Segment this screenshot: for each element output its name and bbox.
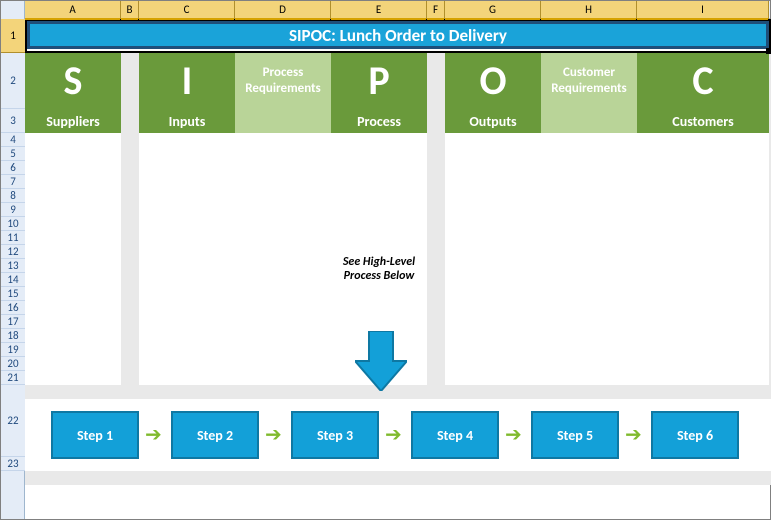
sipoc-label-blank-5 [541, 109, 637, 133]
row-header-16[interactable]: 16 [1, 301, 25, 315]
row-header-14[interactable]: 14 [1, 273, 25, 287]
row-header-8[interactable]: 8 [1, 189, 25, 203]
row-header-12[interactable]: 12 [1, 245, 25, 259]
row-header-3[interactable]: 3 [1, 109, 25, 133]
row-header-18[interactable]: 18 [1, 329, 25, 343]
row-header-2[interactable]: 2 [1, 53, 25, 109]
row-header-20[interactable]: 20 [1, 357, 25, 371]
sipoc-req-2: ProcessRequirements [235, 53, 331, 109]
spreadsheet-viewport: ABCDEFGHI 123456789101112131415161718192… [0, 0, 771, 520]
sipoc-letter-C: C [637, 53, 769, 109]
row-header-11[interactable]: 11 [1, 231, 25, 245]
row-header-4[interactable]: 4 [1, 133, 25, 147]
process-step-3: Step 3 [291, 411, 379, 459]
sipoc-label-customers: Customers [637, 109, 769, 133]
step-arrow-icon: ➔ [145, 425, 162, 445]
body-column-4 [445, 133, 541, 385]
row-header-5[interactable]: 5 [1, 147, 25, 161]
sipoc-letter-O: O [445, 53, 541, 109]
row-header-23[interactable]: 23 [1, 457, 25, 471]
row-header-10[interactable]: 10 [1, 217, 25, 231]
select-all-corner[interactable] [1, 1, 25, 19]
sipoc-req-5: CustomerRequirements [541, 53, 637, 109]
sipoc-label-outputs: Outputs [445, 109, 541, 133]
title-text: SIPOC: Lunch Order to Delivery [289, 25, 507, 46]
process-step-4: Step 4 [411, 411, 499, 459]
step-arrow-icon: ➔ [625, 425, 642, 445]
column-header-D[interactable]: D [235, 1, 331, 19]
row-header-6[interactable]: 6 [1, 161, 25, 175]
sipoc-label-process: Process [331, 109, 427, 133]
column-header-I[interactable]: I [637, 1, 769, 19]
row-header-17[interactable]: 17 [1, 315, 25, 329]
sipoc-label-blank-2 [235, 109, 331, 133]
column-header-C[interactable]: C [139, 1, 235, 19]
column-header-H[interactable]: H [541, 1, 637, 19]
row-header-9[interactable]: 9 [1, 203, 25, 217]
process-note: See High-Level Process Below [331, 255, 427, 283]
row-header-19[interactable]: 19 [1, 343, 25, 357]
row-header-22[interactable]: 22 [1, 385, 25, 457]
step-arrow-icon: ➔ [265, 425, 282, 445]
step-arrow-icon: ➔ [385, 425, 402, 445]
sipoc-label-inputs: Inputs [139, 109, 235, 133]
row-header-7[interactable]: 7 [1, 175, 25, 189]
process-step-1: Step 1 [51, 411, 139, 459]
column-header-F[interactable]: F [427, 1, 445, 19]
row-header-13[interactable]: 13 [1, 259, 25, 273]
column-header-B[interactable]: B [121, 1, 139, 19]
body-column-6 [637, 133, 769, 385]
row-header-15[interactable]: 15 [1, 287, 25, 301]
step-arrow-icon: ➔ [505, 425, 522, 445]
body-column-1 [139, 133, 235, 385]
title-banner: SIPOC: Lunch Order to Delivery [27, 21, 769, 49]
row-header-21[interactable]: 21 [1, 371, 25, 385]
row-header-1[interactable]: 1 [1, 19, 25, 53]
sipoc-label-suppliers: Suppliers [25, 109, 121, 133]
process-step-5: Step 5 [531, 411, 619, 459]
sipoc-letter-S: S [25, 53, 121, 109]
process-step-6: Step 6 [651, 411, 739, 459]
gap-row-23 [25, 471, 771, 485]
column-header-G[interactable]: G [445, 1, 541, 19]
process-step-2: Step 2 [171, 411, 259, 459]
column-header-A[interactable]: A [25, 1, 121, 19]
column-header-E[interactable]: E [331, 1, 427, 19]
body-column-5 [541, 133, 637, 385]
body-column-2 [235, 133, 331, 385]
body-column-0 [25, 133, 121, 385]
down-arrow-icon [355, 331, 407, 391]
grid-area[interactable]: SIPOC: Lunch Order to Delivery SSupplier… [25, 19, 771, 521]
row-header-column: 1234567891011121314151617181920212223 [1, 19, 25, 519]
sipoc-letter-I: I [139, 53, 235, 109]
sipoc-letter-P: P [331, 53, 427, 109]
column-header-row: ABCDEFGHI [1, 1, 770, 19]
